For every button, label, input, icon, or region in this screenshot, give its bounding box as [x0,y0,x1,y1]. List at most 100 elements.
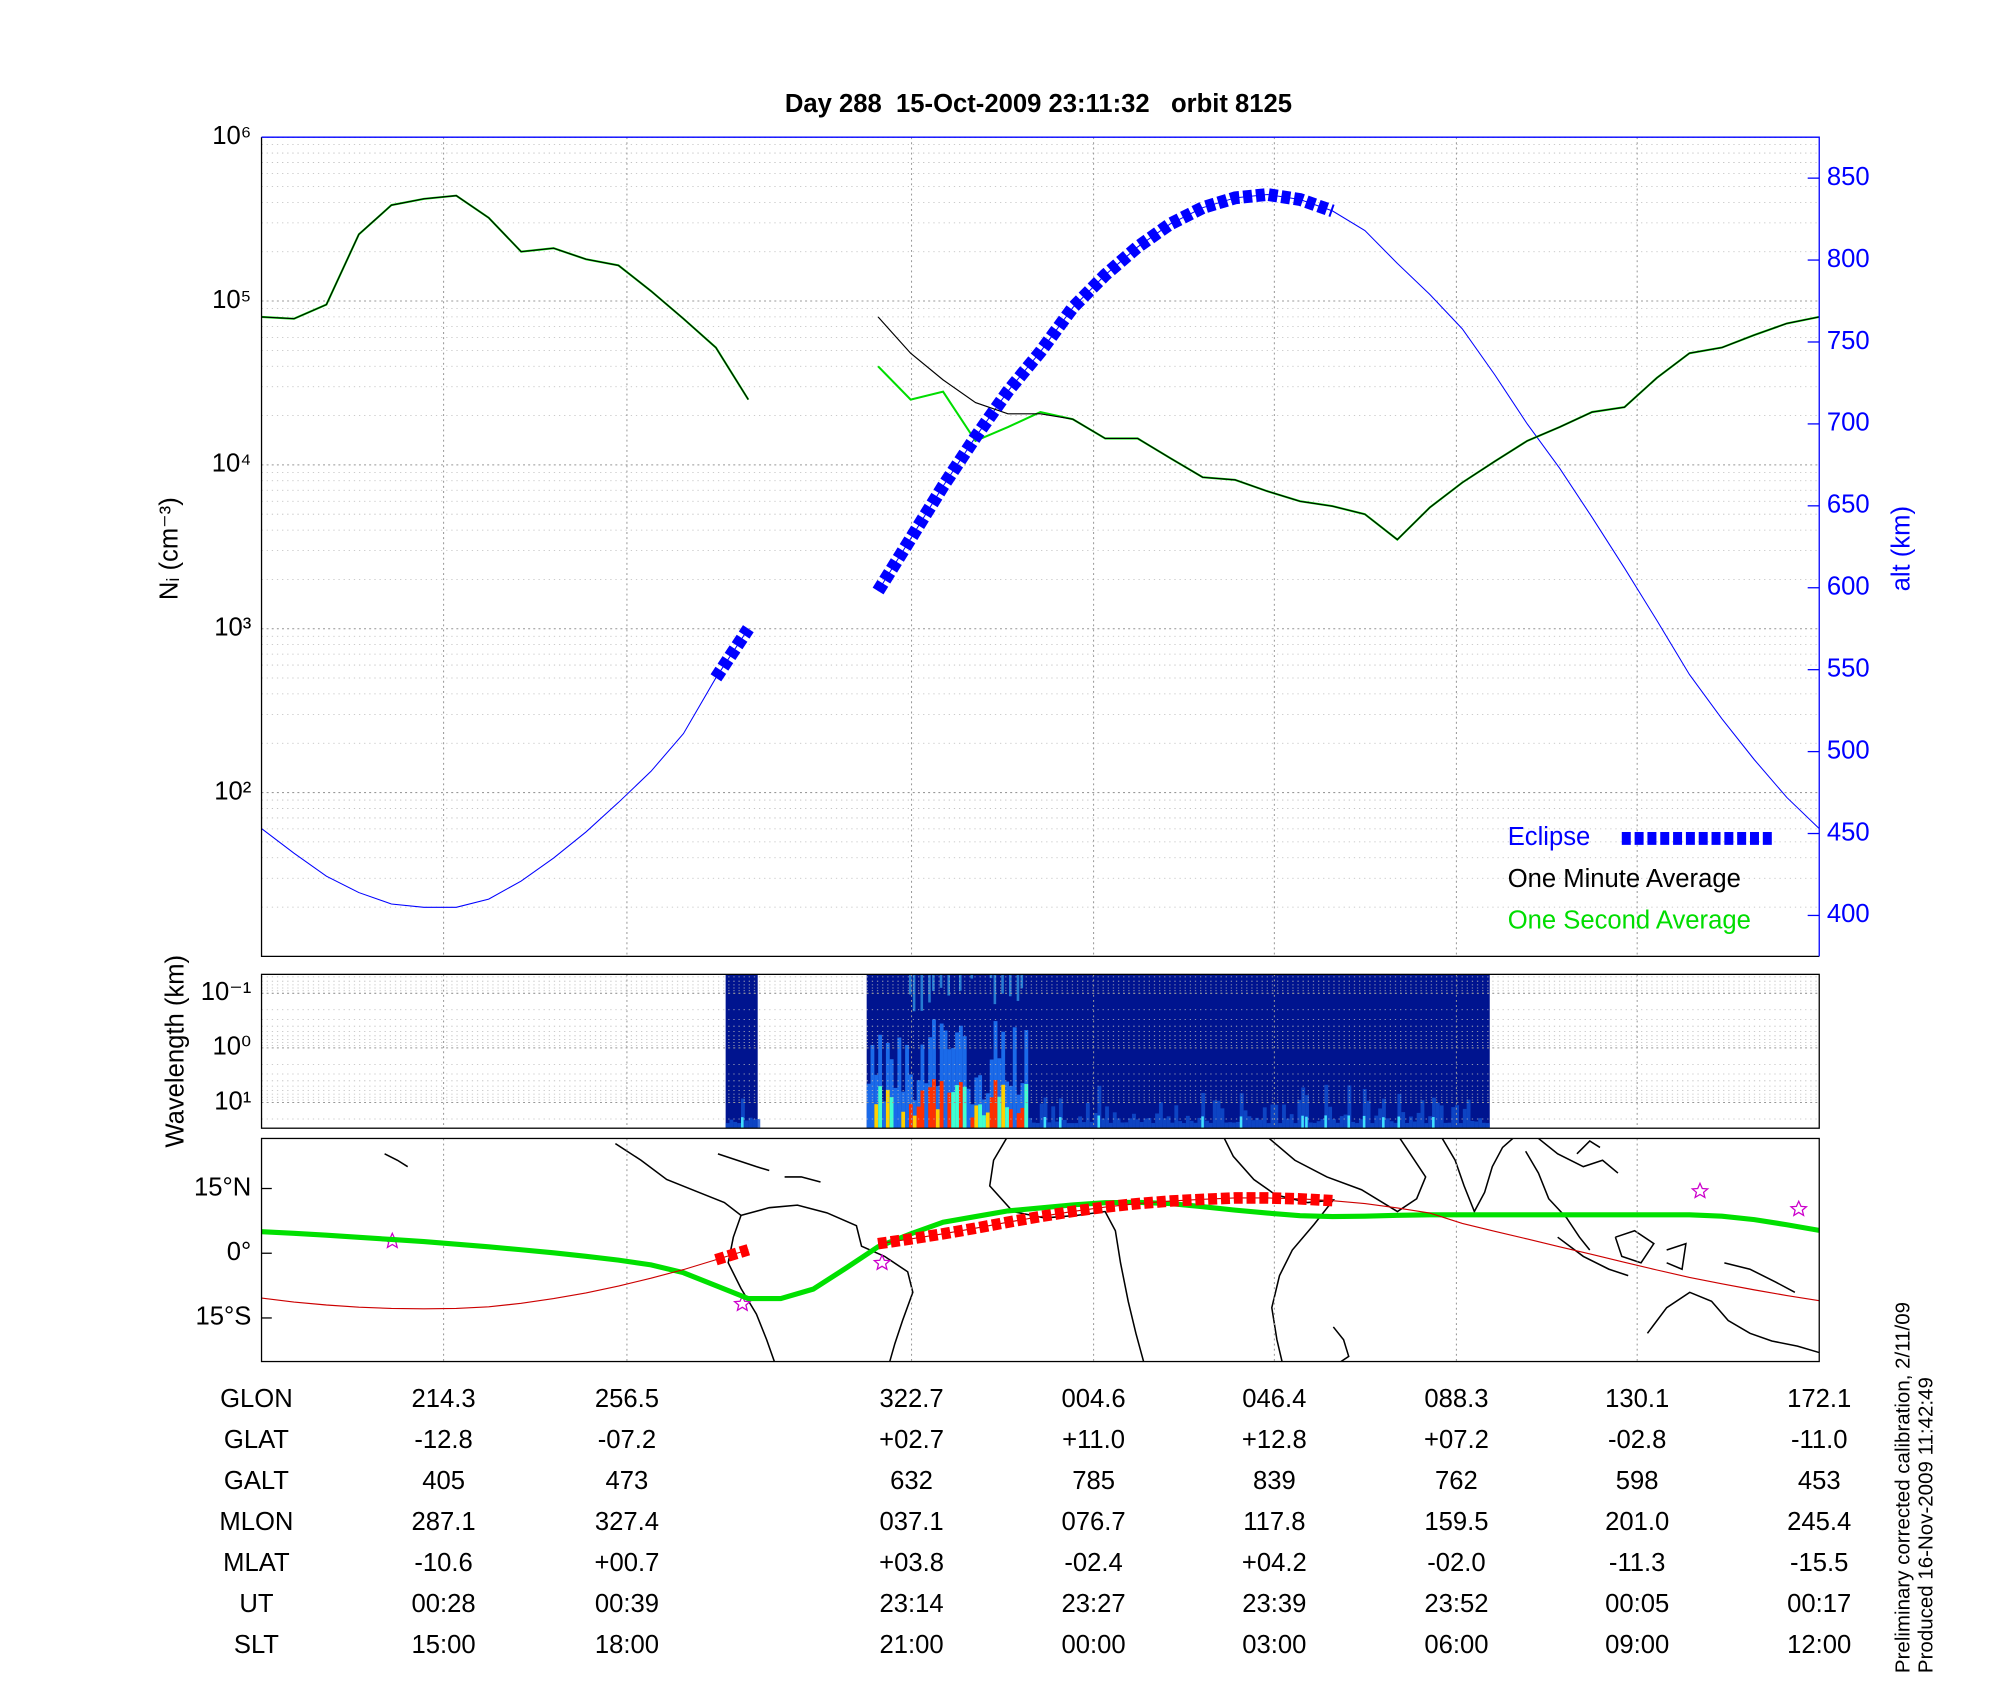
spectrogram-streak [1235,1121,1240,1129]
axis-frame [260,1137,1820,1363]
spectrogram-streak [1432,1097,1436,1129]
spectrogram-streak [1443,1122,1448,1129]
coastline [1576,1140,1601,1155]
spectrogram-streak [1324,1084,1329,1129]
coastline [1332,1326,1350,1362]
spectrogram-streak [970,974,974,979]
spectrogram-streak [1362,1115,1366,1129]
spectrogram-streak [1301,1115,1304,1129]
coastline [784,1176,821,1183]
spectrogram-streak [893,1087,898,1129]
row-label: GALT [224,1467,289,1495]
spectrogram-streak [1105,1106,1109,1129]
spectrogram-streak [725,1123,730,1129]
cell: 23:52 [1424,1590,1488,1618]
spectrogram-streak [985,1112,990,1129]
spectrogram-streak [951,1092,956,1129]
spectrogram-streak [1170,1122,1175,1129]
cell: 12:00 [1787,1631,1851,1659]
cell: +03.8 [879,1549,944,1577]
cell: 159.5 [1424,1508,1488,1536]
spectrogram-streak [978,1075,983,1129]
cell: 130.1 [1605,1385,1669,1413]
spectrogram-streak [1182,1123,1186,1129]
cell: 632 [890,1467,933,1495]
spectrogram-streak [935,1109,940,1129]
spectrogram-streak [1278,1123,1283,1129]
spectrogram-streak [1116,1118,1121,1129]
spectrogram-streak [955,1032,959,1129]
spectrogram-streak [1339,1116,1344,1129]
spectrogram-streak [1108,1122,1113,1129]
spectrogram-streak [1201,1116,1204,1129]
cell: -11.0 [1791,1426,1848,1454]
spectrogram-streak [1439,1105,1444,1129]
spectrogram-streak [1043,1117,1047,1129]
spectrogram-streak [744,1120,749,1129]
spectrogram-streak [932,1079,936,1129]
spectrogram-streak [947,1092,952,1129]
cell: 004.6 [1062,1385,1126,1413]
spectrogram-streak [1135,1119,1140,1129]
y-tick-label: 10¹ [214,1087,251,1115]
spectrogram-streak [1389,1121,1394,1129]
spectrogram-streak [1482,1122,1486,1129]
coastline [384,1153,409,1168]
spectrogram-streak [1385,1118,1390,1129]
y2-axis-label: alt (km) [1887,506,1915,591]
spectrogram-streak [1362,1089,1367,1129]
spectrogram-streak [958,974,962,991]
spectrogram-streak [1024,1030,1029,1129]
spectrogram-streak [741,1098,745,1129]
spectrogram-streak [1008,1085,1013,1129]
y-axis-label: Nᵢ (cm⁻³) [155,497,183,600]
spectrogram-streak [1293,1123,1298,1129]
spectrogram-streak [993,1079,998,1129]
spectrogram-streak [1147,1117,1152,1129]
cell: 23:14 [879,1590,943,1618]
cell: +02.7 [879,1426,944,1454]
spectrogram-streak [1224,1122,1229,1129]
spectrogram-streak [908,974,912,995]
spectrogram-streak [1097,1115,1100,1129]
spectrogram-streak [1378,1108,1383,1129]
cell: 00:05 [1605,1590,1669,1618]
cell: 117.8 [1243,1508,1305,1536]
spectrogram-streak [1262,1107,1267,1129]
spectrogram-streak [1016,1094,1021,1129]
spectrogram-streak [1347,1115,1350,1129]
spectrogram-streak [1324,1115,1327,1129]
row-label: SLT [234,1631,279,1659]
spectrogram-streak [1458,1123,1463,1129]
spectrogram-streak [1139,1122,1144,1129]
cell: 256.5 [595,1385,659,1413]
footnote: Preliminary corrected calibration, 2/11/… [1891,1302,1914,1673]
spectrogram-streak [916,1106,921,1129]
spectrogram-streak [1393,1122,1398,1129]
legend-label: One Minute Average [1508,865,1741,893]
track-line [261,1199,1820,1302]
cell: -10.6 [414,1549,472,1577]
star-marker [872,1253,892,1271]
coastline [1223,1138,1336,1362]
cell: 839 [1253,1467,1296,1495]
spectrogram-streak [1216,1100,1221,1129]
spectrogram-streak [1032,1122,1036,1129]
spectrogram-streak [1455,1105,1459,1129]
spectrogram-streak [1205,1120,1209,1129]
cell: 00:17 [1787,1590,1851,1618]
spectrogram-streak [1185,1115,1190,1129]
spectrogram-streak [997,1058,1002,1129]
spectrogram-streak [1316,1121,1321,1129]
spectrogram-streak [989,1059,994,1129]
spectrogram-streak [1485,1123,1490,1129]
spectrogram-streak [1074,1123,1079,1129]
spectrogram-streak [1412,1121,1417,1129]
cell: 785 [1072,1467,1115,1495]
spectrogram-streak [1112,1112,1117,1129]
y-tick-label: 15°S [195,1303,251,1331]
spectrogram-streak [962,1036,967,1129]
spectrogram-streak [1008,974,1012,997]
spectrogram-streak [1447,1122,1452,1129]
